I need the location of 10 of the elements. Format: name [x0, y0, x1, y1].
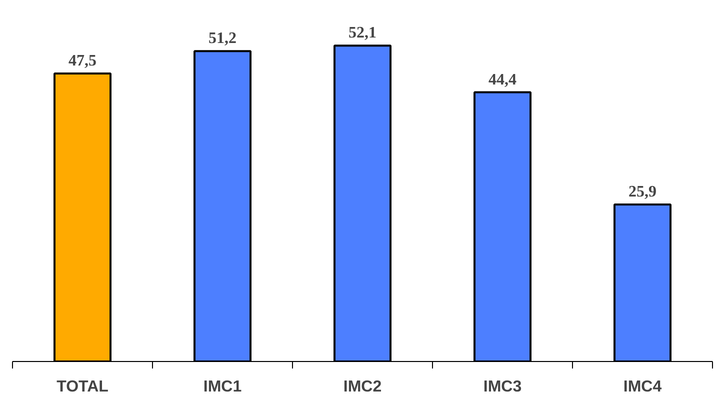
data-label: 52,1	[348, 24, 376, 42]
data-label: 47,5	[68, 52, 96, 70]
data-label: 51,2	[208, 30, 236, 48]
x-tick-label: IMC3	[483, 378, 522, 396]
x-tick-label: IMC1	[203, 378, 242, 396]
data-label: 44,4	[488, 71, 516, 88]
x-tick-label: IMC4	[623, 378, 662, 396]
x-tick-label: IMC2	[343, 378, 382, 396]
x-tick-label: TOTAL	[56, 378, 109, 396]
data-label: 25,9	[628, 183, 656, 200]
